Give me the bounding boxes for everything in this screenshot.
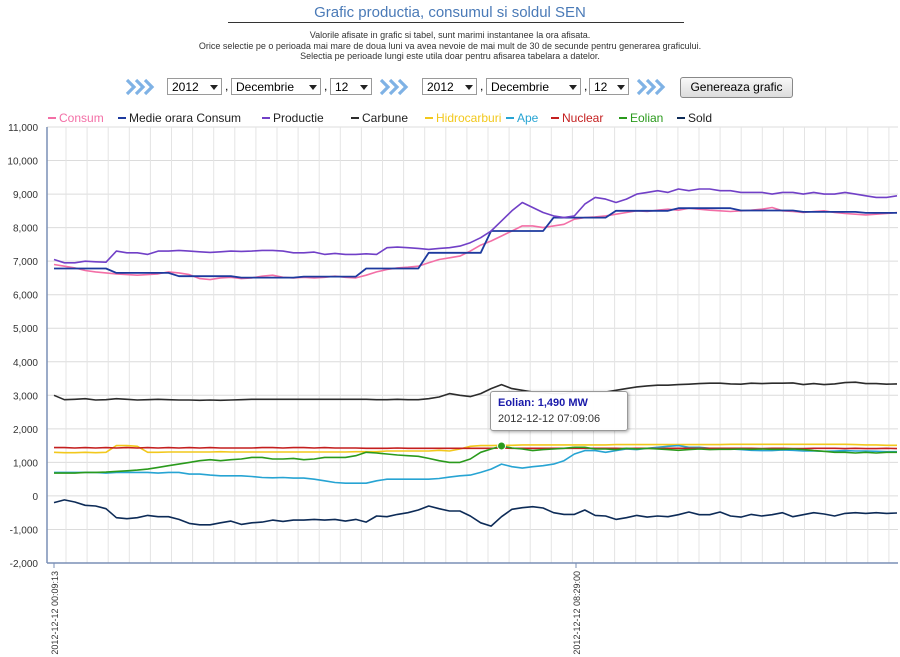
y-tick-label: 2,000: [13, 425, 38, 436]
legend-swatch: [551, 116, 559, 119]
date-range-controls: 2012 , Decembrie , 12 2012 , Decembrie ,…: [0, 77, 900, 99]
legend-label: Medie orara Consum: [129, 111, 242, 125]
legend-label: Nuclear: [562, 111, 604, 125]
end-year-select[interactable]: 2012: [422, 78, 477, 95]
separator: ,: [324, 79, 328, 93]
separator: ,: [584, 79, 588, 93]
legend-item[interactable]: Productie: [262, 111, 324, 125]
x-tick-label: 2012-12-12 08:29:00: [572, 571, 582, 655]
double-arrow-icon: [125, 78, 155, 96]
series-line-eolian: [54, 445, 897, 474]
chevron-down-icon: [210, 85, 218, 90]
start-day-select[interactable]: 12: [330, 78, 372, 95]
legend-swatch: [506, 116, 514, 119]
legend-item[interactable]: Ape: [506, 111, 538, 125]
y-tick-label: 10,000: [7, 157, 38, 168]
y-tick-label: 6,000: [13, 291, 38, 302]
series-line-carbune: [53, 381, 898, 402]
y-tick-label: 11,000: [8, 123, 38, 134]
separator: ,: [480, 79, 484, 93]
legend-swatch: [262, 116, 270, 119]
legend-swatch: [351, 116, 359, 119]
legend-item[interactable]: Nuclear: [551, 111, 603, 125]
legend-label: Ape: [517, 111, 539, 125]
series-line-consum: [53, 206, 898, 281]
note-line-2: Orice selectie pe o perioada mai mare de…: [198, 40, 702, 51]
y-tick-label: 9,000: [13, 190, 38, 201]
y-tick-label: 8,000: [13, 224, 38, 235]
legend-swatch: [118, 116, 126, 119]
tooltip-time: 2012-12-12 07:09:06: [498, 413, 601, 425]
legend-item[interactable]: Hidrocarburi: [425, 111, 501, 125]
series-line-hidrocarburi: [53, 443, 897, 454]
chevron-down-icon: [360, 85, 368, 90]
x-tick-label: 2012-12-12 00:09:13: [50, 571, 60, 655]
series-line-sold: [53, 499, 898, 527]
legend-item[interactable]: Medie orara Consum: [118, 111, 241, 125]
title-divider: [228, 22, 684, 23]
y-tick-label: 0: [32, 492, 38, 503]
y-tick-label: 3,000: [13, 391, 38, 402]
legend-label: Carbune: [362, 111, 409, 125]
double-arrow-icon: [379, 78, 409, 96]
y-tick-label: -1,000: [10, 525, 39, 536]
legend-swatch: [677, 116, 685, 119]
chevron-down-icon: [569, 85, 577, 90]
legend-label: Hidrocarburi: [436, 111, 502, 125]
chart-tooltip: Eolian: 1,490 MW 2012-12-12 07:09:06: [490, 391, 628, 431]
chevron-down-icon: [617, 85, 625, 90]
legend-swatch: [48, 116, 56, 119]
legend-item[interactable]: Carbune: [351, 111, 408, 125]
y-tick-label: 4,000: [13, 358, 38, 369]
note-line-1: Valorile afisate in grafic si tabel, sun…: [309, 30, 591, 40]
tooltip-value: 1,490 MW: [537, 397, 588, 409]
legend-label: Consum: [59, 111, 104, 125]
series-line-nuclear: [54, 446, 898, 450]
series-line-ape: [54, 444, 897, 485]
start-year-select[interactable]: 2012: [167, 78, 222, 95]
tooltip-series: Eolian: [498, 397, 532, 409]
page-title: Grafic productia, consumul si soldul SEN: [314, 4, 586, 21]
highlight-point: [497, 441, 507, 451]
chevron-down-icon: [309, 85, 317, 90]
series-line-medie-orara-consum: [54, 207, 897, 279]
end-month-select[interactable]: Decembrie: [486, 78, 581, 95]
legend-item[interactable]: Eolian: [619, 111, 663, 125]
info-notes: Valorile afisate in grafic si tabel, sun…: [0, 30, 900, 62]
legend-item[interactable]: Consum: [48, 111, 104, 125]
legend-swatch: [619, 116, 627, 119]
legend-label: Sold: [688, 111, 713, 125]
legend-swatch: [425, 116, 433, 119]
series-line-productie: [53, 188, 898, 264]
chevron-down-icon: [465, 85, 473, 90]
legend-label: Productie: [273, 111, 324, 125]
start-month-select[interactable]: Decembrie: [231, 78, 321, 95]
double-arrow-icon: [636, 78, 666, 96]
legend-label: Eolian: [630, 111, 664, 125]
y-tick-label: 7,000: [13, 257, 38, 268]
note-line-3: Selectia pe perioade lungi este utila do…: [300, 51, 600, 61]
y-tick-label: 1,000: [13, 458, 38, 469]
y-tick-label: 5,000: [13, 324, 38, 335]
separator: ,: [225, 79, 229, 93]
legend-item[interactable]: Sold: [677, 111, 712, 125]
end-day-select[interactable]: 12: [589, 78, 629, 95]
y-tick-label: -2,000: [10, 559, 39, 570]
generate-chart-button[interactable]: Genereaza grafic: [680, 77, 793, 98]
